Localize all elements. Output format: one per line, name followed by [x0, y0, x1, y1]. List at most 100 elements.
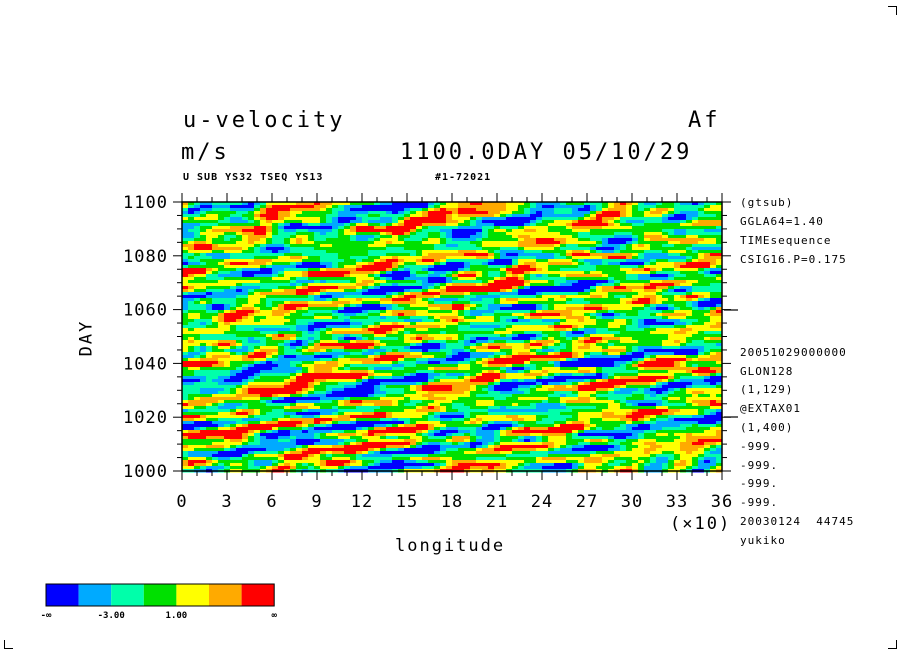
heatmap-cell: [578, 259, 585, 263]
heatmap-cell: [188, 328, 195, 332]
heatmap-cell: [242, 313, 249, 317]
heatmap-cell: [314, 313, 321, 317]
heatmap-cell: [368, 235, 375, 239]
heatmap-cell: [230, 349, 237, 353]
heatmap-cell: [434, 238, 441, 242]
heatmap-cell: [218, 277, 225, 281]
heatmap-cell: [290, 211, 297, 215]
heatmap-cell: [704, 301, 711, 305]
heatmap-cell: [458, 259, 465, 263]
heatmap-cell: [656, 349, 663, 353]
heatmap-cell: [656, 316, 663, 320]
heatmap-cell: [632, 283, 639, 287]
heatmap-cell: [536, 235, 543, 239]
heatmap-cell: [542, 238, 549, 242]
heatmap-cell: [704, 289, 711, 293]
heatmap-cell: [614, 277, 621, 281]
heatmap-cell: [476, 343, 483, 347]
heatmap-cell: [464, 259, 471, 263]
heatmap-cell: [326, 244, 333, 248]
heatmap-cell: [224, 202, 231, 206]
heatmap-cell: [488, 202, 495, 206]
heatmap-cell: [230, 256, 237, 260]
heatmap-cell: [434, 331, 441, 335]
heatmap-cell: [332, 250, 339, 254]
heatmap-cell: [278, 322, 285, 326]
heatmap-cell: [512, 343, 519, 347]
heatmap-cell: [500, 256, 507, 260]
heatmap-cell: [260, 223, 267, 227]
heatmap-cell: [548, 220, 555, 224]
heatmap-cell: [524, 220, 531, 224]
heatmap-cell: [188, 280, 195, 284]
heatmap-cell: [608, 346, 615, 350]
heatmap-cell: [662, 211, 669, 215]
heatmap-cell: [350, 241, 357, 245]
heatmap-cell: [536, 280, 543, 284]
heatmap-cell: [656, 292, 663, 296]
heatmap-cell: [350, 217, 357, 221]
heatmap-cell: [662, 217, 669, 221]
side-info-top-3: CSIG16.P=0.175: [740, 253, 847, 266]
heatmap-cell: [506, 253, 513, 257]
heatmap-cell: [542, 226, 549, 230]
heatmap-cell: [662, 337, 669, 341]
side-info-bottom-0: 20051029000000: [740, 346, 847, 359]
heatmap-cell: [668, 229, 675, 233]
heatmap-cell: [560, 337, 567, 341]
heatmap-cell: [338, 355, 345, 359]
heatmap-cell: [362, 262, 369, 266]
heatmap-cell: [536, 292, 543, 296]
heatmap-cell: [260, 268, 267, 272]
heatmap-cell: [326, 319, 333, 323]
heatmap-cell: [698, 202, 705, 206]
heatmap-cell: [458, 205, 465, 209]
heatmap-cell: [284, 361, 291, 365]
heatmap-cell: [206, 277, 213, 281]
heatmap-cell: [320, 247, 327, 251]
heatmap-cell: [422, 241, 429, 245]
heatmap-cell: [692, 319, 699, 323]
heatmap-cell: [446, 274, 453, 278]
heatmap-cell: [524, 205, 531, 209]
heatmap-cell: [410, 250, 417, 254]
heatmap-cell: [314, 316, 321, 320]
heatmap-cell: [218, 295, 225, 299]
heatmap-cell: [470, 250, 477, 254]
heatmap-cell: [494, 259, 501, 263]
heatmap-cell: [332, 340, 339, 344]
heatmap-cell: [254, 367, 261, 371]
heatmap-cell: [314, 274, 321, 278]
heatmap-cell: [356, 298, 363, 302]
heatmap-cell: [254, 295, 261, 299]
heatmap-cell: [206, 211, 213, 215]
heatmap-cell: [530, 247, 537, 251]
heatmap-cell: [308, 226, 315, 230]
heatmap-cell: [410, 358, 417, 362]
heatmap-cell: [212, 334, 219, 338]
heatmap-cell: [662, 358, 669, 362]
heatmap-cell: [482, 232, 489, 236]
heatmap-cell: [668, 316, 675, 320]
heatmap-cell: [488, 319, 495, 323]
heatmap-cell: [584, 226, 591, 230]
heatmap-cell: [464, 277, 471, 281]
heatmap-cell: [656, 211, 663, 215]
heatmap-cell: [464, 355, 471, 359]
heatmap-cell: [380, 220, 387, 224]
heatmap-cell: [554, 241, 561, 245]
heatmap-cell: [584, 343, 591, 347]
heatmap-cell: [566, 358, 573, 362]
heatmap-cell: [260, 253, 267, 257]
heatmap-cell: [566, 262, 573, 266]
heatmap-cell: [614, 319, 621, 323]
heatmap-cell: [710, 277, 717, 281]
heatmap-cell: [440, 220, 447, 224]
heatmap-cell: [554, 364, 561, 368]
heatmap-cell: [590, 253, 597, 257]
heatmap-cell: [182, 214, 189, 218]
heatmap-cell: [572, 316, 579, 320]
heatmap-cell: [416, 358, 423, 362]
heatmap-cell: [260, 361, 267, 365]
heatmap-cell: [248, 289, 255, 293]
